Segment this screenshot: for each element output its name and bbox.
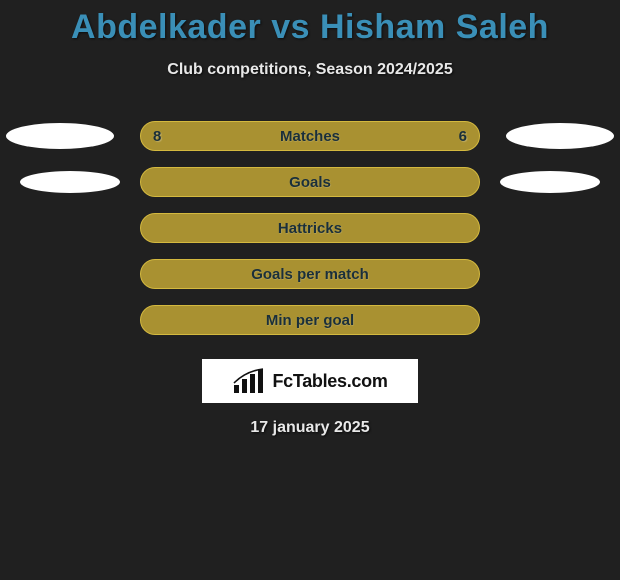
brand-text: FcTables.com	[272, 371, 387, 392]
stat-pill: 8 Matches 6	[140, 121, 480, 151]
season-subline: Club competitions, Season 2024/2025	[0, 61, 620, 79]
stat-label: Goals	[289, 174, 331, 191]
stat-label: Min per goal	[266, 312, 354, 329]
stat-row-matches: 8 Matches 6	[0, 113, 620, 159]
snapshot-date: 17 january 2025	[0, 419, 620, 437]
player1-name: Abdelkader	[71, 8, 261, 46]
stat-label: Goals per match	[251, 266, 369, 283]
stat-pill: Hattricks	[140, 213, 480, 243]
stat-row-goals: Goals	[0, 159, 620, 205]
oval-left-icon	[20, 171, 120, 193]
stat-label: Hattricks	[278, 220, 342, 237]
stat-row-hattricks: Hattricks	[0, 205, 620, 251]
stat-pill: Goals	[140, 167, 480, 197]
oval-left-icon	[6, 123, 114, 149]
oval-right-icon	[500, 171, 600, 193]
stat-row-min-per-goal: Min per goal	[0, 297, 620, 343]
stats-rows: 8 Matches 6 Goals Hattricks Goals per ma…	[0, 113, 620, 343]
brand-logo: FcTables.com	[202, 359, 418, 403]
vs-label: vs	[271, 8, 310, 46]
stat-right-value: 6	[459, 128, 467, 145]
stat-row-goals-per-match: Goals per match	[0, 251, 620, 297]
stat-pill: Min per goal	[140, 305, 480, 335]
oval-right-icon	[506, 123, 614, 149]
stat-pill: Goals per match	[140, 259, 480, 289]
stat-label: Matches	[280, 128, 340, 145]
stat-left-value: 8	[153, 128, 161, 145]
player2-name: Hisham Saleh	[320, 8, 549, 46]
page-title: Abdelkader vs Hisham Saleh	[0, 0, 620, 47]
bar-chart-icon	[232, 367, 266, 395]
